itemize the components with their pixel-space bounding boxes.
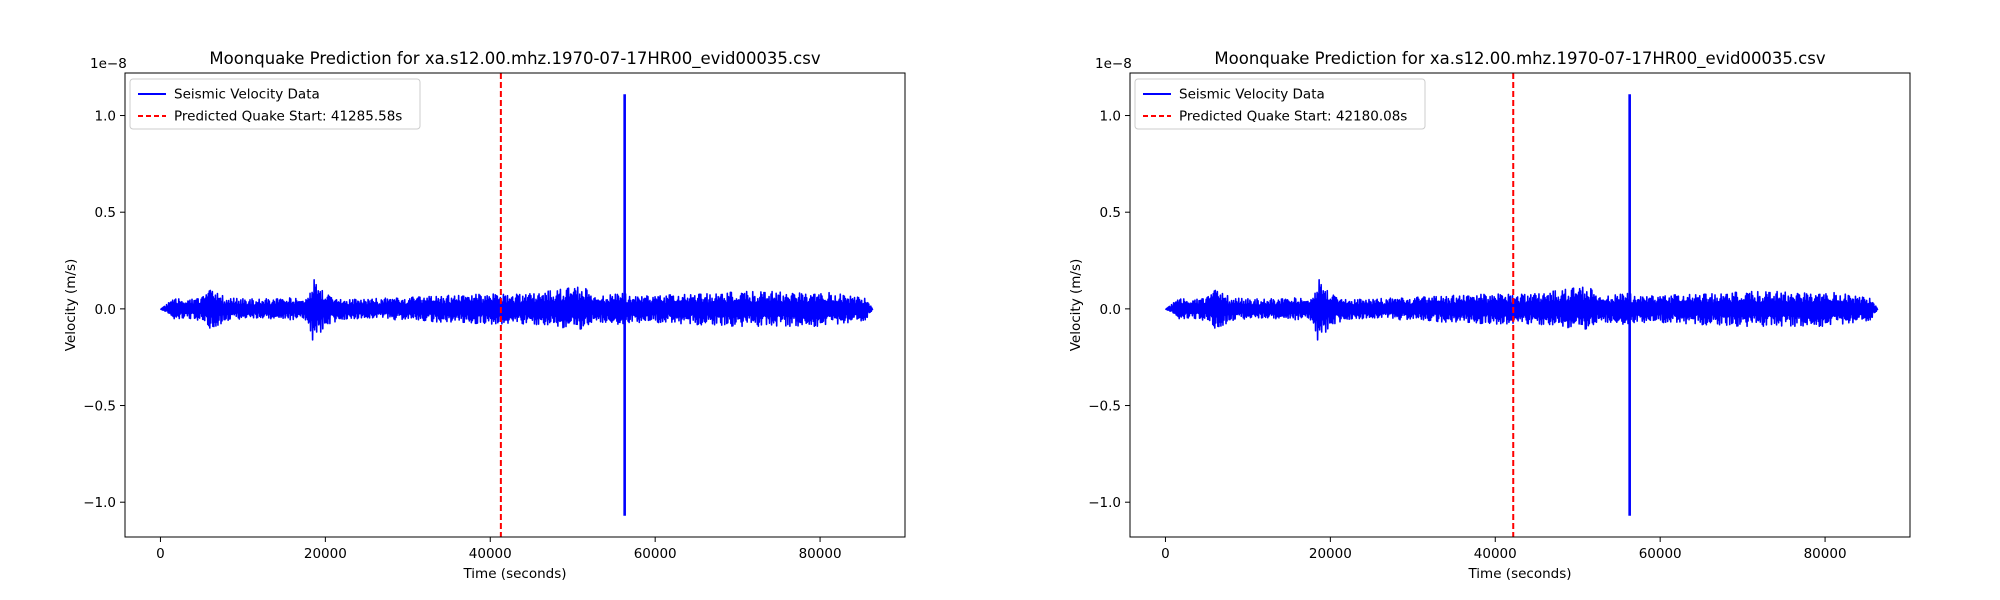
y-tick-label: 1.0 <box>1100 109 1121 125</box>
chart-title: Moonquake Prediction for xa.s12.00.mhz.1… <box>1214 49 1825 69</box>
legend-box <box>1134 78 1426 130</box>
x-axis: 0 20000 40000 60000 80000 <box>1161 537 1847 562</box>
x-tick-label: 20000 <box>1309 546 1352 562</box>
legend-label-predicted-start: Predicted Quake Start: 42180.08s <box>1179 109 1407 125</box>
y-axis: −1.0 −0.5 0.0 0.5 1.0 <box>1088 109 1130 511</box>
y-tick-label: −1.0 <box>1088 495 1121 511</box>
series-seismic-velocity-trace <box>159 278 874 341</box>
x-axis: 0 20000 40000 60000 80000 <box>156 537 842 562</box>
y-tick-label: −1.0 <box>83 495 116 511</box>
x-tick-label: 20000 <box>304 546 347 562</box>
x-tick-label: 80000 <box>799 546 842 562</box>
y-axis-label: Velocity (m/s) <box>1068 259 1084 352</box>
y-tick-label: −0.5 <box>83 399 116 415</box>
x-tick-label: 60000 <box>634 546 677 562</box>
x-tick-label: 0 <box>156 546 165 562</box>
y-axis: −1.0 −0.5 0.0 0.5 1.0 <box>83 109 125 511</box>
legend: Seismic Velocity Data Predicted Quake St… <box>1134 78 1426 130</box>
legend-label-predicted-start: Predicted Quake Start: 41285.58s <box>174 109 402 125</box>
x-tick-label: 60000 <box>1639 546 1682 562</box>
legend: Seismic Velocity Data Predicted Quake St… <box>129 78 421 130</box>
legend-label-seismic-velocity: Seismic Velocity Data <box>1179 87 1325 103</box>
y-tick-label: 1.0 <box>95 109 116 125</box>
y-axis-label: Velocity (m/s) <box>63 259 79 352</box>
plot-content <box>1164 73 1879 537</box>
y-tick-label: 0.0 <box>95 302 116 318</box>
x-tick-label: 80000 <box>1804 546 1847 562</box>
x-axis-label: Time (seconds) <box>1467 566 1571 582</box>
x-tick-label: 0 <box>1161 546 1170 562</box>
y-tick-label: 0.0 <box>1100 302 1121 318</box>
legend-label-seismic-velocity: Seismic Velocity Data <box>174 87 320 103</box>
x-axis-label: Time (seconds) <box>462 566 566 582</box>
plot-content <box>159 73 874 537</box>
y-axis-offset-text: 1e−8 <box>90 56 127 72</box>
chart-1: 0 20000 40000 60000 80000 −1.0−0.50.00.51.0 … <box>63 49 906 582</box>
x-tick-label: 40000 <box>469 546 512 562</box>
series-seismic-velocity-trace <box>1164 278 1879 341</box>
plot-frame <box>124 72 906 538</box>
y-axis-offset-text: 1e−8 <box>1095 56 1132 72</box>
x-tick-label: 40000 <box>1474 546 1517 562</box>
y-tick-label: −0.5 <box>1088 399 1121 415</box>
chart-title: Moonquake Prediction for xa.s12.00.mhz.1… <box>209 49 820 69</box>
legend-box <box>129 78 421 130</box>
chart-2: 0 20000 40000 60000 80000 −1.0−0.50.00.51.0 … <box>1068 49 1911 582</box>
y-tick-label: 0.5 <box>95 205 116 221</box>
y-tick-label: 0.5 <box>1100 205 1121 221</box>
plot-frame <box>1129 72 1911 538</box>
